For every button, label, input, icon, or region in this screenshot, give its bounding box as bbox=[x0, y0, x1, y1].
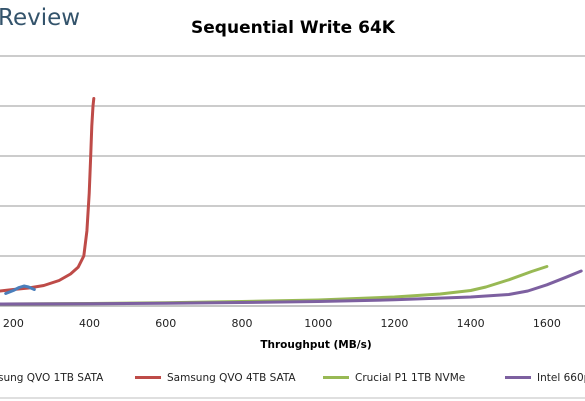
x-tick-label: 1000 bbox=[304, 317, 332, 330]
legend-item: Samsung QVO 4TB SATA bbox=[135, 372, 296, 384]
x-tick-label: 400 bbox=[79, 317, 100, 330]
x-tick-label: 1200 bbox=[380, 317, 408, 330]
x-tick-label: 600 bbox=[155, 317, 176, 330]
legend-label: Samsung QVO 4TB SATA bbox=[167, 372, 296, 384]
x-axis-label: Throughput (MB/s) bbox=[260, 339, 371, 351]
legend-item: sung QVO 1TB SATA bbox=[0, 372, 104, 384]
chart-title: Sequential Write 64K bbox=[191, 18, 396, 38]
legend-label: sung QVO 1TB SATA bbox=[0, 372, 104, 384]
x-tick-labels: 200 400 600 800 1000 1200 1400 1600 bbox=[3, 317, 561, 330]
plot-area bbox=[0, 97, 583, 306]
legend-item: Intel 660p 1 bbox=[505, 372, 585, 384]
x-tick-label: 1600 bbox=[533, 317, 561, 330]
legend-label: Crucial P1 1TB NVMe bbox=[355, 372, 465, 384]
x-tick-label: 200 bbox=[3, 317, 24, 330]
series-line bbox=[0, 269, 583, 306]
legend-item: Crucial P1 1TB NVMe bbox=[323, 372, 465, 384]
series-line bbox=[4, 284, 36, 295]
brand-logo-text: Review bbox=[0, 5, 80, 31]
series-line bbox=[0, 97, 96, 293]
x-tick-label: 800 bbox=[232, 317, 253, 330]
legend: sung QVO 1TB SATA Samsung QVO 4TB SATA Cru… bbox=[0, 372, 585, 384]
x-tick-label: 1400 bbox=[457, 317, 485, 330]
legend-label: Intel 660p 1 bbox=[537, 372, 585, 384]
grid-lines bbox=[0, 55, 585, 257]
